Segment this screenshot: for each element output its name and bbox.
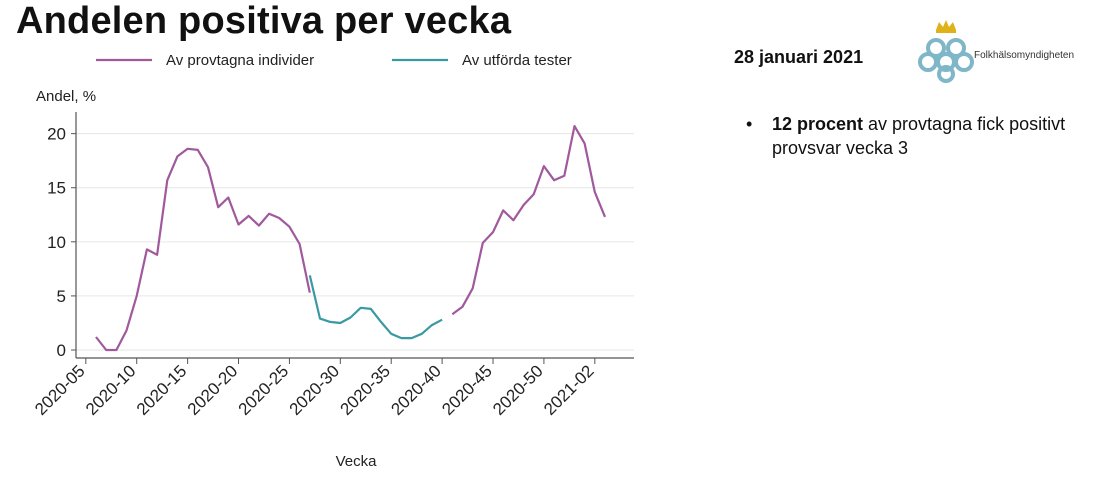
y-tick-label: 5 (57, 287, 66, 306)
y-tick-label: 15 (47, 179, 66, 198)
bullet-dot: • (746, 114, 753, 134)
folkhalsomyndigheten-logo: Folkhälsomyndigheten (916, 14, 1106, 84)
y-tick-label: 0 (57, 341, 66, 360)
x-tick-label: 2020-25 (235, 361, 293, 419)
axes (71, 112, 634, 364)
series-lines (95, 125, 607, 352)
x-tick-label: 2020-50 (489, 361, 547, 419)
org-name: Folkhälsomyndigheten (974, 50, 1075, 61)
bullet-rest-text: av provtagna fick positivt provsvar veck… (772, 114, 1066, 158)
bullet-bold-text: 12 procent (772, 114, 864, 134)
x-tick-label: 2020-35 (336, 361, 394, 419)
y-tick-label: 20 (47, 125, 66, 144)
x-tick-label: 2020-20 (184, 361, 242, 419)
x-tick-label: 2020-45 (438, 361, 496, 419)
x-tick-label: 2020-15 (133, 361, 191, 419)
slide-title: Andelen positiva per vecka (16, 0, 512, 42)
x-axis-title: Vecka (336, 453, 378, 470)
grid-lines (76, 133, 634, 351)
bullet-text: 12 procent av provtagna fick positivt pr… (772, 112, 1072, 160)
y-tick-label: 10 (47, 233, 66, 252)
x-tick-label: 2021-02 (540, 361, 598, 419)
series-line-individer (95, 125, 607, 352)
chart-legend: Av provtagna individer Av utförda tester (96, 52, 572, 69)
x-tick-label: 2020-30 (286, 361, 344, 419)
x-tick-label: 2020-40 (387, 361, 445, 419)
x-tick-label: 2020-10 (82, 361, 140, 419)
y-axis-title: Andel, % (36, 88, 96, 105)
axis-labels: 051015202020-052020-102020-152020-202020… (31, 88, 598, 470)
slide-date: 28 januari 2021 (734, 47, 864, 67)
x-tick-label: 2020-05 (31, 361, 89, 419)
crown-rings-icon (918, 20, 974, 83)
legend-label: Av provtagna individer (166, 52, 314, 69)
series-line-tester (308, 275, 443, 340)
legend-label: Av utförda tester (462, 52, 572, 69)
